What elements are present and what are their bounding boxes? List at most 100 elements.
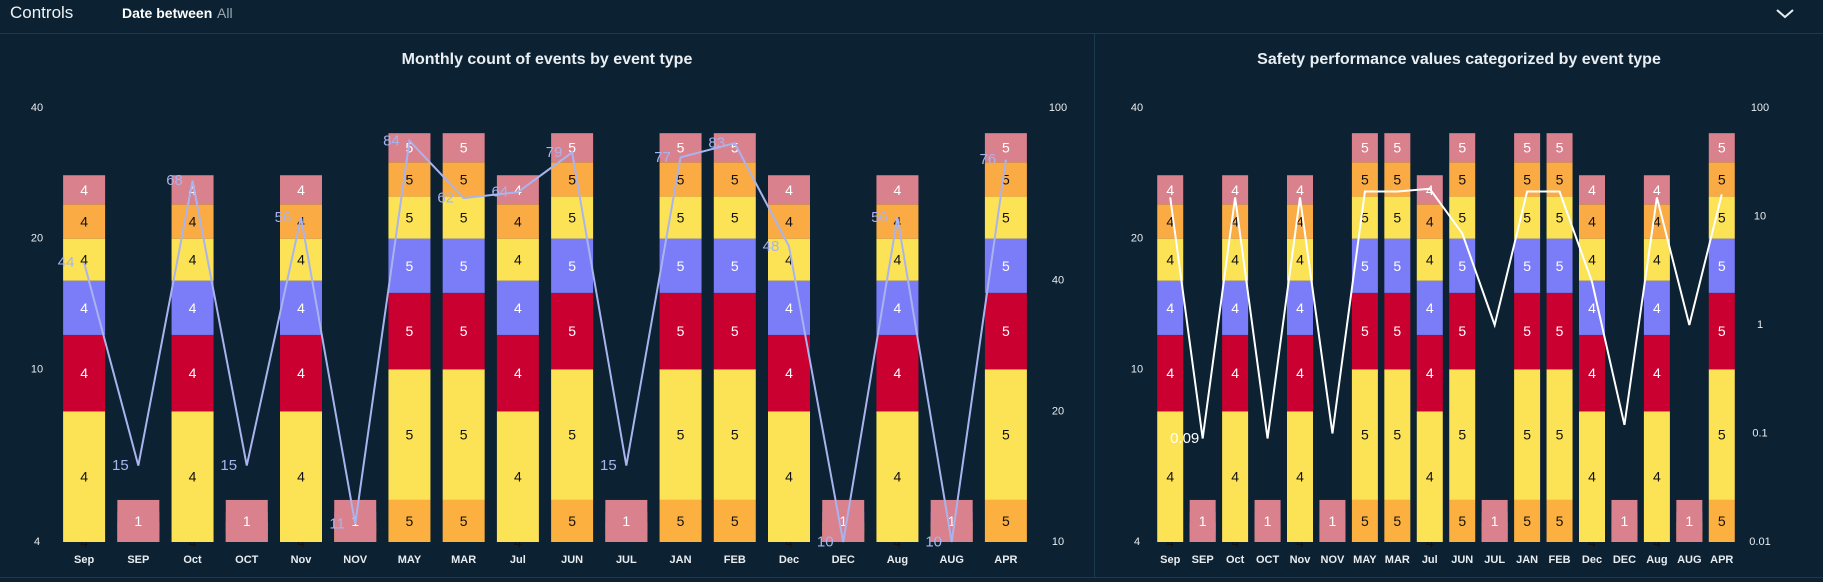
segment-data-label: 5	[406, 258, 414, 274]
segment-data-label: 4	[1653, 182, 1661, 198]
x-tick-label: NOV	[343, 554, 368, 566]
bar-segment	[1319, 499, 1346, 542]
segment-data-label: 1	[1491, 513, 1499, 529]
segment-data-label: 4	[785, 252, 793, 268]
segment-data-label: 4	[80, 300, 88, 316]
segment-data-label: 5	[1718, 513, 1726, 529]
bar-segment	[442, 369, 485, 500]
bar-segment	[1287, 280, 1313, 335]
segment-data-label: 5	[406, 171, 414, 187]
bar-segment	[63, 175, 106, 205]
x-tick-label: OCT	[235, 554, 259, 566]
bar-segment	[388, 369, 431, 500]
segment-data-label: 5	[1361, 140, 1369, 156]
segment-data-label: 5	[1002, 171, 1010, 187]
segment-data-label: 5	[568, 323, 576, 339]
segment-data-label: 4	[1653, 469, 1661, 485]
bar-segment	[442, 499, 485, 542]
line-data-label: 79	[546, 144, 563, 161]
segment-data-label: 4	[514, 182, 522, 198]
segment-data-label: 5	[568, 513, 576, 529]
bar-segment	[280, 334, 322, 412]
segment-data-label: 5	[460, 171, 468, 187]
x-tick-label: NOV	[1321, 554, 1346, 566]
line-data-label: 68	[166, 172, 183, 189]
bar-segment	[1514, 133, 1541, 163]
segment-data-label: 5	[1523, 513, 1531, 529]
bar-segment	[1254, 499, 1281, 542]
segment-data-label: 4	[1296, 469, 1304, 485]
bar-segment	[876, 238, 919, 281]
line-data-label: 48	[763, 238, 780, 255]
segment-data-label: 4	[1588, 300, 1596, 316]
segment-data-label: 4	[1166, 182, 1174, 198]
y-left-tick-label: 40	[31, 102, 43, 114]
line-data-label: 62	[437, 190, 454, 207]
chevron-down-icon[interactable]	[1772, 2, 1798, 28]
y-left-tick-label: 10	[31, 363, 43, 375]
bar-segment	[1514, 238, 1541, 293]
bar-segment	[1384, 238, 1411, 293]
segment-data-label: 4	[514, 365, 522, 381]
segment-data-label: 5	[1393, 513, 1401, 529]
bar-segment	[713, 292, 756, 370]
segment-data-label: 4	[1231, 469, 1239, 485]
bar-segment	[659, 499, 702, 542]
bar-segment	[984, 196, 1027, 239]
bar-segment	[1384, 133, 1411, 163]
line-data-label: 10	[817, 534, 834, 551]
segment-data-label: 5	[460, 210, 468, 226]
segment-data-label: 4	[1426, 300, 1434, 316]
y-right-tick-label: 0.01	[1749, 536, 1770, 548]
y-left-tick-label: 10	[1131, 363, 1143, 375]
bar-segment	[1514, 196, 1541, 239]
segment-data-label: 5	[1458, 323, 1466, 339]
date-filter-label[interactable]: Date between	[122, 5, 213, 21]
bar-segment	[551, 238, 594, 293]
bar-segment	[280, 411, 322, 542]
segment-data-label: 5	[1458, 171, 1466, 187]
segment-data-label: 4	[1653, 252, 1661, 268]
segment-data-label: 4	[1588, 469, 1596, 485]
bar-segment	[1287, 334, 1313, 412]
line-data-label: 44	[58, 254, 75, 271]
segment-data-label: 5	[460, 513, 468, 529]
x-tick-label: DEC	[1613, 554, 1636, 566]
segment-data-label: 4	[1426, 252, 1434, 268]
segment-data-label: 5	[1002, 323, 1010, 339]
segment-data-label: 5	[1393, 171, 1401, 187]
segment-data-label: 5	[1523, 323, 1531, 339]
bar-segment	[496, 238, 539, 281]
x-tick-label: MAY	[1353, 554, 1377, 566]
bar-segment	[1157, 204, 1184, 239]
bar-segment	[442, 133, 485, 163]
y-left-tick-label: 20	[1131, 233, 1143, 245]
segment-data-label: 4	[894, 469, 902, 485]
bar-segment	[1579, 175, 1605, 205]
segment-data-label: 4	[1166, 252, 1174, 268]
line-data-label: 15	[112, 457, 129, 474]
segment-data-label: 4	[80, 469, 88, 485]
y-right-tick-label: 1	[1757, 319, 1763, 331]
segment-data-label: 5	[1523, 427, 1531, 443]
segment-data-label: 5	[1556, 427, 1564, 443]
segment-data-label: 4	[514, 252, 522, 268]
segment-data-label: 4	[1588, 252, 1596, 268]
segment-data-label: 5	[1393, 427, 1401, 443]
segment-data-label: 5	[568, 427, 576, 443]
segment-data-label: 5	[568, 140, 576, 156]
segment-data-label: 5	[1458, 427, 1466, 443]
bar-segment	[1708, 369, 1735, 500]
panel-divider	[1094, 34, 1095, 578]
line-data-label: 15	[220, 457, 237, 474]
segment-data-label: 1	[839, 513, 847, 529]
segment-data-label: 5	[1361, 323, 1369, 339]
x-tick-label: Oct	[1226, 554, 1245, 566]
segment-data-label: 4	[514, 300, 522, 316]
segment-data-label: 4	[894, 300, 902, 316]
date-filter-value[interactable]: All	[217, 5, 233, 21]
segment-data-label: 5	[731, 140, 739, 156]
bar-segment	[659, 238, 702, 293]
bar-segment	[605, 499, 648, 542]
bar-segment	[63, 411, 106, 542]
